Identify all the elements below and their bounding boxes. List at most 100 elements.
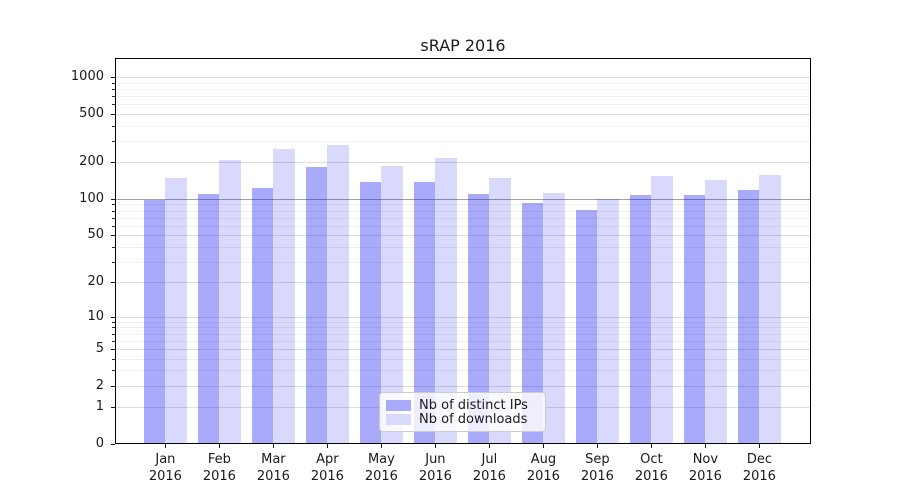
x-label-year: 2016 (472, 469, 506, 484)
x-tick-sep (597, 444, 599, 448)
gridline-minor-8 (115, 327, 811, 329)
y-tick-minor-900 (112, 82, 115, 84)
y-tick-minor-8 (112, 327, 115, 329)
bar-distinct-ips-oct (629, 194, 652, 444)
y-tick-label-20: 20 (87, 274, 104, 290)
gridline-minor-800 (115, 88, 811, 90)
x-tick-label-feb: Feb 2016 (187, 451, 251, 485)
bar-downloads-feb (219, 159, 242, 444)
x-label-year: 2016 (256, 469, 290, 484)
bar-downloads-apr (327, 144, 350, 444)
y-tick-label-2: 2 (95, 377, 104, 393)
bar-distinct-ips-mar (251, 187, 274, 444)
gridline-minor-40 (115, 246, 811, 248)
x-label-month: Jul (481, 452, 498, 467)
x-label-year: 2016 (418, 469, 452, 484)
legend-label-distinct-ips: Nb of distinct IPs (419, 397, 528, 413)
x-tick-dec (759, 444, 761, 448)
bar-downloads-mar (273, 148, 296, 444)
legend-entry-downloads: Nb of downloads (386, 411, 537, 427)
chart-title: sRAP 2016 (420, 36, 506, 55)
x-tick-feb (219, 444, 221, 448)
bar-distinct-ips-apr (305, 167, 328, 444)
y-tick-5 (111, 348, 115, 350)
y-tick-200 (111, 162, 115, 164)
y-tick-label-1: 1 (95, 399, 104, 415)
y-tick-minor-400 (112, 125, 115, 127)
x-tick-label-dec: Dec 2016 (727, 451, 791, 485)
x-tick-label-mar: Mar 2016 (241, 451, 305, 485)
x-tick-nov (705, 444, 707, 448)
gridline-5 (115, 348, 811, 350)
x-tick-label-aug: Aug 2016 (511, 451, 575, 485)
x-tick-jan (165, 444, 167, 448)
legend-label-downloads: Nb of downloads (419, 411, 528, 427)
gridline-minor-4 (115, 358, 811, 360)
y-tick-2 (111, 385, 115, 387)
x-label-year: 2016 (310, 469, 344, 484)
y-tick-minor-9 (112, 321, 115, 323)
bar-distinct-ips-jun (413, 181, 436, 444)
x-tick-jun (435, 444, 437, 448)
x-tick-apr (327, 444, 329, 448)
bar-distinct-ips-dec (737, 190, 760, 444)
y-tick-label-100: 100 (79, 190, 104, 206)
y-tick-minor-70 (112, 217, 115, 219)
x-label-year: 2016 (634, 469, 668, 484)
gridline-10 (115, 316, 811, 318)
gridline-2 (115, 385, 811, 387)
gridline-1000 (115, 77, 811, 78)
gridline-minor-9 (115, 321, 811, 323)
x-label-year: 2016 (526, 469, 560, 484)
y-tick-minor-30 (112, 261, 115, 263)
gridline-minor-700 (115, 95, 811, 97)
gridline-100 (115, 198, 811, 200)
x-label-month: Sep (585, 452, 610, 467)
gridline-minor-90 (115, 204, 811, 206)
y-tick-50 (111, 235, 115, 237)
x-label-year: 2016 (688, 469, 722, 484)
x-tick-label-oct: Oct 2016 (619, 451, 683, 485)
x-tick-label-jan: Jan 2016 (133, 451, 197, 485)
x-tick-jul (489, 444, 491, 448)
x-label-month: Apr (316, 452, 339, 467)
gridline-minor-900 (115, 82, 811, 84)
y-tick-100 (111, 198, 115, 200)
y-tick-0 (111, 444, 115, 445)
x-label-month: Jan (155, 452, 176, 467)
x-label-year: 2016 (202, 469, 236, 484)
y-tick-minor-40 (112, 246, 115, 248)
x-label-year: 2016 (364, 469, 398, 484)
bar-downloads-sep (597, 198, 620, 444)
gridline-20 (115, 282, 811, 284)
y-tick-label-500: 500 (79, 105, 104, 121)
y-tick-minor-6 (112, 340, 115, 342)
gridline-minor-7 (115, 333, 811, 335)
y-tick-minor-4 (112, 358, 115, 360)
y-tick-minor-7 (112, 333, 115, 335)
y-tick-minor-60 (112, 225, 115, 227)
plot-area (115, 58, 811, 444)
legend-swatch-distinct-ips (386, 399, 411, 411)
gridline-minor-400 (115, 125, 811, 127)
x-label-month: May (367, 452, 395, 467)
y-tick-label-50: 50 (87, 227, 104, 243)
gridline-minor-60 (115, 225, 811, 227)
legend-swatch-downloads (386, 413, 411, 425)
x-label-year: 2016 (742, 469, 776, 484)
gridline-minor-30 (115, 261, 811, 263)
y-tick-minor-600 (112, 104, 115, 106)
y-tick-label-10: 10 (87, 308, 104, 324)
gridline-50 (115, 235, 811, 237)
x-tick-mar (273, 444, 275, 448)
bar-distinct-ips-nov (683, 195, 706, 444)
y-tick-label-1000: 1000 (70, 69, 104, 84)
x-label-month: Jun (425, 452, 446, 467)
x-tick-label-apr: Apr 2016 (295, 451, 359, 485)
gridline-500 (115, 113, 811, 115)
x-tick-label-sep: Sep 2016 (565, 451, 629, 485)
x-label-month: Mar (261, 452, 286, 467)
bar-downloads-may (381, 166, 404, 444)
x-tick-aug (543, 444, 545, 448)
